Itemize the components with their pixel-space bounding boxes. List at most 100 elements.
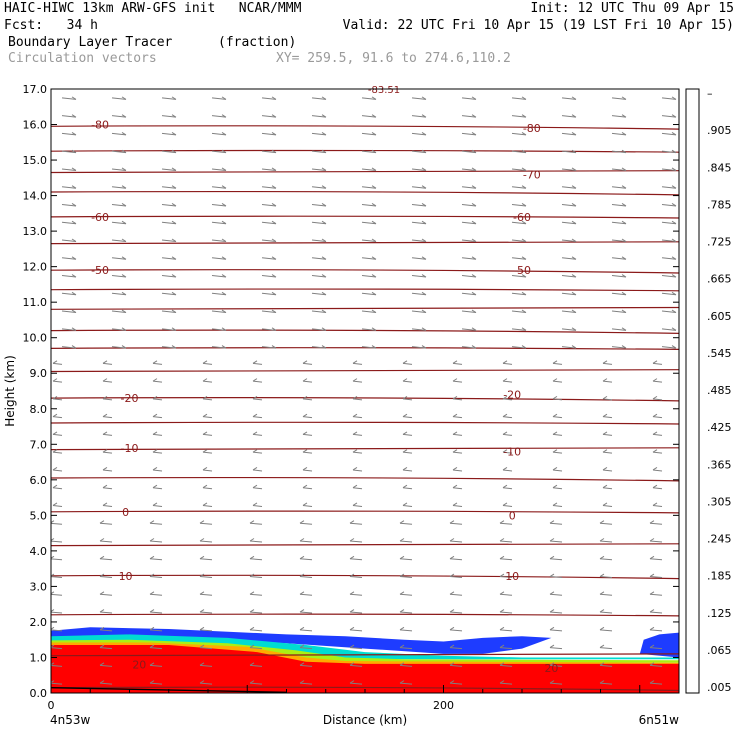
circulation-vector (61, 310, 77, 314)
vector-arrowhead (199, 591, 205, 595)
vector-arrowhead (549, 555, 555, 560)
vector-arrowhead (521, 203, 527, 207)
vector-arrowhead (652, 449, 658, 453)
circulation-vector (361, 203, 377, 207)
circulation-vector (149, 664, 163, 667)
circulation-vector (461, 203, 477, 207)
circulation-vector (52, 487, 63, 490)
contour-line (51, 686, 679, 692)
vector-arrowhead (521, 149, 527, 154)
vector-arrowhead (371, 220, 377, 225)
contour-label: 0 (509, 509, 516, 522)
circulation-vector (202, 504, 213, 507)
circulation-vector (149, 593, 163, 596)
circulation-vector (352, 398, 363, 401)
vector-arrowhead (249, 662, 255, 666)
vector-arrowhead (371, 149, 377, 154)
vector-arrowhead (321, 220, 327, 225)
circulation-vector (111, 239, 127, 242)
vector-arrowhead (271, 167, 277, 171)
vector-arrowhead (371, 238, 377, 242)
vector-arrowhead (549, 609, 555, 613)
vector-arrowhead (352, 449, 358, 453)
vector-arrowhead (202, 449, 208, 453)
vector-arrowhead (502, 378, 508, 382)
vector-arrowhead (499, 644, 505, 649)
model-title: HAIC-HIWC 13km ARW-GFS init NCAR/MMM (4, 1, 302, 16)
circulation-vector (152, 398, 163, 401)
circulation-vector (99, 611, 113, 614)
vector-arrowhead (471, 185, 477, 189)
vector-arrowhead (571, 238, 577, 242)
vector-arrowhead (571, 149, 577, 154)
circulation-vector (152, 487, 163, 490)
vector-arrowhead (199, 644, 205, 649)
vector-arrowhead (452, 449, 458, 453)
vector-arrowhead (321, 131, 327, 136)
circulation-vector (149, 558, 163, 561)
contour-line (51, 396, 679, 402)
circulation-vector (161, 310, 177, 314)
vector-arrowhead (421, 149, 427, 154)
circulation-vector (311, 310, 327, 314)
vector-arrowhead (252, 395, 258, 400)
circulation-vector (652, 487, 663, 490)
vector-arrowhead (602, 467, 608, 471)
circulation-vector (202, 380, 213, 383)
circulation-vector (499, 664, 513, 667)
vector-arrowhead (99, 644, 105, 649)
circulation-vector (252, 380, 263, 383)
y-tick-label: 7.0 (30, 438, 48, 451)
colorbar-label: .425 (707, 421, 732, 434)
colorbar-label: .365 (707, 458, 732, 471)
circulation-vector (352, 362, 363, 365)
circulation-vector (102, 451, 113, 454)
vector-arrowhead (571, 291, 577, 296)
circulation-vector (52, 504, 63, 507)
circulation-vector (599, 576, 613, 579)
vector-arrowhead (521, 238, 527, 242)
vector-arrowhead (449, 662, 455, 666)
vector-arrowhead (221, 203, 227, 207)
vector-arrowhead (671, 256, 677, 260)
vector-arrowhead (521, 114, 527, 118)
circulation-vector (649, 522, 663, 525)
circulation-vector (661, 346, 677, 349)
circulation-vector (452, 433, 463, 436)
vector-arrowhead (221, 327, 227, 331)
circulation-vector (561, 203, 577, 207)
circulation-vector (549, 611, 563, 614)
vector-arrowhead (121, 274, 127, 278)
contour-line (51, 653, 679, 657)
circulation-vector (52, 451, 63, 454)
circulation-vector (552, 451, 563, 454)
vector-arrowhead (371, 131, 377, 136)
tracer-fill (639, 632, 679, 658)
y-tick-label: 0.0 (30, 687, 48, 700)
vector-arrowhead (52, 431, 58, 435)
circulation-vector (511, 203, 527, 207)
contour-line (51, 190, 679, 196)
vector-arrowhead (371, 291, 377, 296)
circulation-vector (99, 522, 113, 525)
vector-arrowhead (171, 256, 177, 260)
circulation-vector (311, 150, 327, 154)
vector-arrowhead (602, 502, 608, 506)
circulation-vector (649, 558, 663, 561)
vector-arrowhead (371, 309, 377, 313)
vector-arrowhead (449, 591, 455, 595)
vector-arrowhead (102, 484, 108, 489)
circulation-vector (461, 168, 477, 171)
circulation-vector (402, 362, 413, 365)
circulation-vector (549, 540, 563, 543)
circulation-vector (252, 469, 263, 472)
vector-arrowhead (352, 413, 358, 418)
circulation-vector (661, 203, 677, 207)
vector-arrowhead (71, 274, 77, 278)
circulation-vector (461, 239, 477, 242)
vector-arrowhead (371, 96, 377, 100)
circulation-vector (211, 132, 227, 136)
vector-arrowhead (421, 238, 427, 242)
vector-arrowhead (402, 378, 408, 382)
vector-arrowhead (271, 291, 277, 296)
